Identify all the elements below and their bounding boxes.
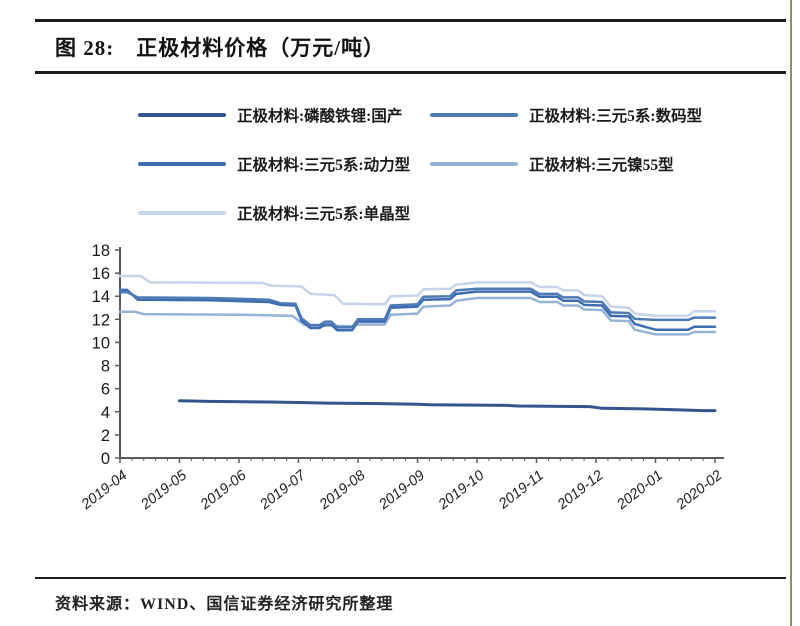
y-tick-label: 8 [101, 358, 110, 376]
x-tick-label: 2019-04 [78, 468, 131, 514]
x-tick-label: 2019-11 [495, 468, 547, 513]
series-line [118, 296, 717, 336]
series-line [118, 274, 717, 318]
y-tick-label: 4 [101, 404, 110, 422]
y-tick-label: 2 [101, 427, 110, 445]
legend-item: 正极材料:三元5系:动力型 [138, 153, 430, 175]
source-note: 资料来源：WIND、国信证券经济研究所整理 [55, 596, 394, 613]
legend-item: 正极材料:磷酸铁锂:国产 [138, 104, 430, 126]
legend-label: 正极材料:磷酸铁锂:国产 [237, 108, 403, 125]
x-tick-label: 2019-05 [137, 467, 190, 514]
title-top-rule [35, 19, 786, 22]
series-line [178, 399, 717, 413]
y-tick-label: 14 [92, 288, 110, 306]
legend-line-swatch [138, 211, 226, 215]
y-tick-label: 6 [101, 381, 110, 399]
legend-label: 正极材料:三元5系:单晶型 [237, 206, 411, 223]
legend-item: 正极材料:三元5系:数码型 [430, 104, 722, 126]
x-tick-label: 2019-07 [256, 467, 309, 514]
series-line [118, 288, 717, 332]
title-bottom-rule [35, 71, 786, 74]
legend-line-swatch [430, 113, 518, 117]
figure-number: 图 28: [55, 36, 115, 60]
y-tick-label: 16 [92, 265, 110, 283]
legend-item: 正极材料:三元5系:单晶型 [138, 202, 430, 224]
x-tick-label: 2019-08 [316, 468, 369, 514]
y-tick-label: 12 [92, 311, 110, 329]
x-tick-label: 2019-12 [554, 468, 607, 514]
legend-label: 正极材料:三元5系:动力型 [237, 157, 411, 174]
y-tick-label: 0 [101, 450, 110, 468]
legend-label: 正极材料:三元5系:数码型 [529, 108, 703, 125]
x-tick-label: 2020-01 [613, 468, 666, 514]
legend-line-swatch [430, 162, 518, 166]
legend-item: 正极材料:三元镍55型 [430, 153, 722, 175]
page-right-edge-line [790, 0, 792, 626]
chart-legend: 正极材料:磷酸铁锂:国产 正极材料:三元5系:数码型 正极材料:三元5系:动力型 正极… [138, 104, 800, 224]
y-tick-label: 10 [92, 334, 110, 352]
x-tick-label: 2019-10 [435, 468, 488, 514]
figure-title-text: 正极材料价格（万元/吨） [136, 36, 386, 60]
x-tick-label: 2019-09 [375, 468, 428, 514]
y-tick-label: 18 [92, 242, 110, 260]
x-tick-label: 2020-02 [673, 468, 726, 514]
footer-rule [35, 577, 786, 579]
series-line [118, 287, 717, 329]
legend-label: 正极材料:三元镍55型 [529, 157, 674, 174]
legend-line-swatch [138, 162, 226, 166]
figure-title: 图 28: 正极材料价格（万元/吨） [0, 32, 800, 62]
x-tick-label: 2019-06 [197, 467, 250, 514]
chart-area: 0 2 4 6 8 10 12 14 16 18 2019-04 2019-05 2019-06 2019… [58, 240, 800, 543]
legend-line-swatch [138, 113, 226, 117]
